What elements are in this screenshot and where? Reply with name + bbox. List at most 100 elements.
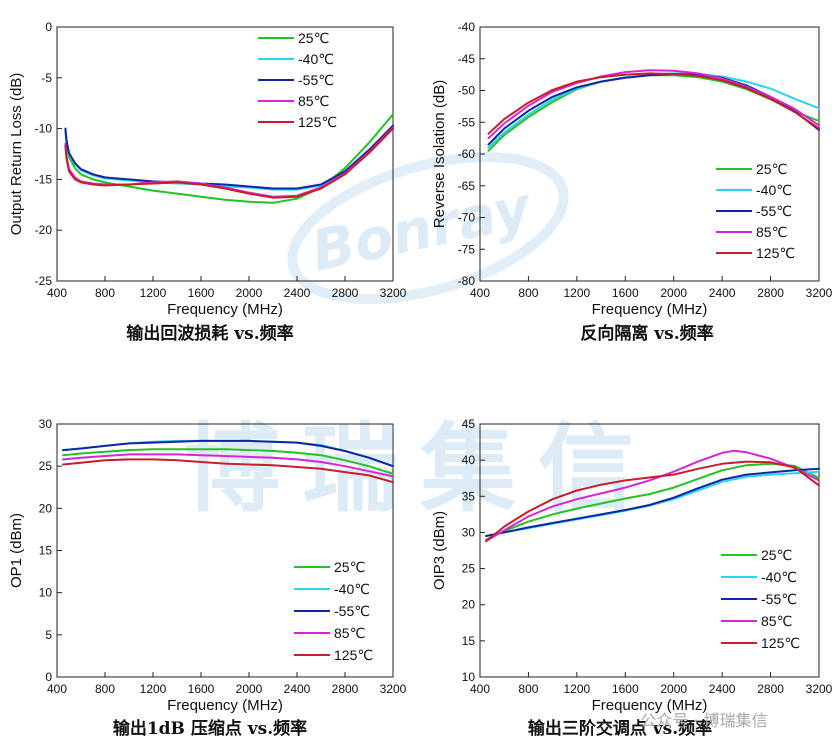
y-tick-label: 25 (462, 562, 476, 576)
chart-panel-4: 400 800 1200 1600 2000 2400 2800 3200 10 15 20 25 30… (431, 417, 833, 739)
series-line-85c (487, 69, 820, 140)
chart-caption: 反向隔离 vs.频率 (580, 323, 713, 344)
series-line-125c (62, 458, 394, 484)
watermark-big-text: 博瑞集信 (184, 413, 656, 525)
legend-label: 25℃ (761, 547, 792, 563)
x-tick-label: 1200 (564, 286, 591, 300)
legend: 25℃ -40℃ -55℃ 85℃ 125℃ (294, 559, 373, 663)
legend-label: 85℃ (334, 625, 365, 641)
legend-label: 25℃ (756, 161, 787, 177)
y-tick-label: -10 (35, 122, 53, 136)
x-tick-label: 1200 (140, 286, 167, 300)
series-line-125c (485, 460, 820, 543)
legend-label: 125℃ (761, 635, 800, 651)
plot-frame (479, 423, 820, 678)
x-tick-label: 2000 (236, 682, 263, 696)
x-tick-label: 2800 (757, 682, 784, 696)
x-tick-label: 1200 (564, 682, 591, 696)
y-tick-label: 0 (45, 20, 52, 34)
x-tick-label: 2800 (332, 682, 359, 696)
y-tick-label: 20 (39, 501, 53, 515)
y-tick-label: 10 (39, 586, 53, 600)
y-tick-label: 15 (39, 544, 53, 558)
x-tick-label: 800 (95, 682, 115, 696)
legend-label: 125℃ (334, 647, 373, 663)
chart-caption: 输出回波损耗 vs.频率 (126, 323, 293, 344)
y-tick-label: -40 (458, 20, 476, 34)
chart-caption: 输出1dB 压缩点 vs.频率 (113, 718, 307, 739)
series-line-125c (64, 127, 394, 199)
x-tick-label: 1200 (140, 682, 167, 696)
y-tick-label: -50 (458, 84, 476, 98)
series-line-25c (485, 462, 820, 541)
x-tick-label: 800 (518, 682, 538, 696)
legend-label: 85℃ (756, 224, 787, 240)
x-axis-title: Frequency (MHz) (167, 697, 283, 714)
legend-label: -55℃ (756, 203, 792, 219)
series-line-minus55c (62, 439, 394, 468)
legend: 25℃ -40℃ -55℃ 85℃ 125℃ (258, 30, 337, 130)
x-tick-label: 1600 (188, 286, 215, 300)
y-axis-title: Output Return Loss (dB) (8, 73, 25, 236)
series-line-25c (62, 448, 394, 475)
y-tick-label: 25 (39, 459, 53, 473)
x-tick-label: 2400 (709, 682, 736, 696)
legend-label: -55℃ (298, 72, 334, 88)
x-tick-label: 3200 (380, 682, 407, 696)
legend-label: -40℃ (756, 182, 792, 198)
legend-label: -55℃ (761, 591, 797, 607)
x-tick-label: 400 (47, 286, 67, 300)
x-tick-label: 3200 (806, 682, 833, 696)
chart-panel-3: 400 800 1200 1600 2000 2400 2800 3200 0 5 10 15 20 25… (8, 417, 407, 739)
legend-label: 85℃ (298, 93, 329, 109)
x-axis-title: Frequency (MHz) (592, 697, 708, 714)
legend-label: 25℃ (298, 30, 329, 46)
y-tick-label: -75 (458, 242, 476, 256)
y-tick-label: 40 (462, 453, 476, 467)
x-tick-label: 400 (470, 286, 490, 300)
x-tick-label: 400 (47, 682, 67, 696)
y-tick-label: 30 (39, 417, 53, 431)
x-tick-label: 1600 (188, 682, 215, 696)
x-tick-label: 800 (95, 286, 115, 300)
x-axis-title: Frequency (MHz) (167, 301, 283, 318)
y-tick-label: -65 (458, 179, 476, 193)
y-tick-label: -25 (35, 274, 53, 288)
y-tick-label: -15 (35, 172, 53, 186)
x-tick-label: 2000 (660, 286, 687, 300)
chart-panel-2: 400 800 1200 1600 2000 2400 2800 3200 -80 -75 -70 -… (431, 20, 833, 344)
watermark-footer-text: 公众号 · 博瑞集信 (640, 711, 767, 730)
legend-label: 125℃ (756, 245, 795, 261)
y-tick-label: -55 (458, 115, 476, 129)
x-tick-label: 2000 (660, 682, 687, 696)
watermark-logo-ring (287, 151, 569, 305)
x-tick-label: 800 (518, 286, 538, 300)
x-tick-label: 1600 (612, 682, 639, 696)
y-axis-title: Reverse Isolation (dB) (431, 80, 448, 228)
x-tick-label: 2400 (709, 286, 736, 300)
y-tick-label: -80 (458, 274, 476, 288)
x-tick-label: 400 (470, 682, 490, 696)
x-tick-label: 2400 (284, 682, 311, 696)
legend-label: 85℃ (761, 613, 792, 629)
legend-label: -55℃ (334, 603, 370, 619)
legend-label: -40℃ (298, 51, 334, 67)
y-tick-label: 0 (45, 670, 52, 684)
y-tick-label: 35 (462, 489, 476, 503)
y-tick-label: 45 (462, 417, 476, 431)
y-axis-title: OIP3 (dBm) (431, 511, 448, 590)
y-tick-label: -45 (458, 52, 476, 66)
y-tick-label: -5 (41, 71, 52, 85)
y-tick-label: -70 (458, 211, 476, 225)
legend-label: -40℃ (761, 569, 797, 585)
y-tick-label: 30 (462, 525, 476, 539)
charts-layer: 400 800 1200 1600 2000 2400 2800 3200-25-20-15-… (8, 20, 833, 739)
y-tick-label: 5 (45, 628, 52, 642)
y-tick-label: 20 (462, 598, 476, 612)
y-tick-label: 15 (462, 634, 476, 648)
y-tick-label: -20 (35, 223, 53, 237)
series-line-minus40c (64, 125, 394, 191)
x-tick-label: 2800 (332, 286, 359, 300)
chart-caption: 输出三阶交调点 vs.频率 (528, 718, 712, 739)
